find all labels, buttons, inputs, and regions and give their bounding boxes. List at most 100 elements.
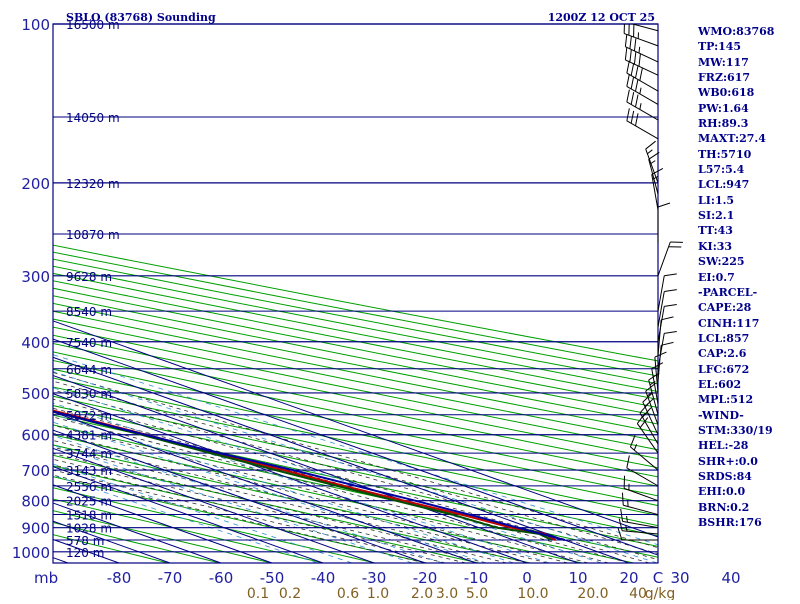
wind-barb	[655, 352, 667, 393]
height-label: 120 m	[66, 546, 104, 560]
stat-line: RH:89.3	[698, 116, 798, 131]
height-label: 7540 m	[66, 336, 112, 350]
dry-adiabat	[0, 24, 800, 563]
stat-line: PW:1.64	[698, 101, 798, 116]
wind-barb-feather	[634, 38, 635, 51]
wind-barb-feather	[658, 203, 670, 207]
wind-barb-feather	[635, 95, 638, 107]
stat-line: EHI:0.0	[698, 484, 798, 499]
stat-line: FRZ:617	[698, 70, 798, 85]
stat-line: KI:33	[698, 239, 798, 254]
wind-barb	[627, 90, 658, 120]
dry-adiabat	[0, 24, 800, 563]
pressure-tick-label: 100	[21, 16, 50, 34]
wind-barb-feather	[621, 509, 623, 522]
stat-line: WMO:83768	[698, 24, 798, 39]
stat-line: TT:43	[698, 223, 798, 238]
mixing-ratio-tick-label: 0.2	[279, 586, 301, 600]
wind-barb	[624, 476, 658, 501]
wind-barb-feather	[635, 79, 638, 91]
wind-barb-feather	[661, 317, 673, 320]
stat-line: CAPE:28	[698, 300, 798, 315]
wind-barb-feather	[634, 52, 635, 65]
temperature-tick-label: -20	[413, 569, 438, 587]
wind-barb-feather	[639, 54, 640, 67]
dry-adiabat	[0, 24, 323, 563]
wind-barb	[624, 21, 658, 46]
wind-barb-feather	[640, 68, 643, 80]
wind-barb-staff	[624, 34, 658, 46]
wind-barb	[658, 203, 670, 243]
temperature-tick-label: -10	[464, 569, 489, 587]
wind-barb-feather	[652, 363, 663, 369]
dry-adiabat	[0, 24, 800, 563]
sounding-time: 1200Z 12 OCT 25	[548, 11, 655, 24]
wind-barb	[637, 413, 658, 453]
dry-adiabat	[0, 24, 272, 563]
stat-line: SI:2.1	[698, 208, 798, 223]
mixing-ratio-tick-label: 0.1	[247, 586, 269, 600]
stat-line: L57:5.4	[698, 162, 798, 177]
height-label: 3744 m	[66, 447, 112, 461]
stat-line: TH:5710	[698, 147, 798, 162]
wind-barb-feather	[630, 49, 631, 62]
height-label: 2556 m	[66, 480, 112, 494]
moist-adiabat	[0, 183, 425, 563]
stat-line: MW:117	[698, 55, 798, 70]
stat-line: TP:145	[698, 39, 798, 54]
pressure-unit-label: mb	[34, 569, 58, 587]
height-label: 2025 m	[66, 495, 112, 509]
wind-barb-half-feather	[647, 150, 652, 154]
dry-adiabat	[0, 24, 800, 563]
dry-adiabat	[0, 24, 800, 563]
height-label: 8540 m	[66, 305, 112, 319]
wind-barb-half-feather	[639, 47, 640, 53]
isotherm	[0, 24, 323, 563]
stat-line: LCL:947	[698, 177, 798, 192]
wind-barb-feather	[619, 519, 622, 531]
height-label: 10870 m	[66, 228, 120, 242]
dry-adiabat	[0, 24, 800, 563]
stat-line: HEL:-28	[698, 438, 798, 453]
pressure-tick-label: 1000	[12, 544, 50, 562]
temperature-tick-label: -30	[362, 569, 387, 587]
wind-barb-feather	[625, 47, 626, 60]
pressure-tick-label: 600	[21, 427, 50, 445]
stat-line: EL:602	[698, 377, 798, 392]
stat-line: LCL:857	[698, 331, 798, 346]
temperature-tick-label: -70	[158, 569, 183, 587]
temperature-tick-label: 10	[568, 569, 587, 587]
isotherm	[0, 24, 374, 563]
wind-barb	[627, 108, 658, 138]
mixing-ratio-tick-label: 2.0	[411, 586, 433, 600]
stat-line: EI:0.7	[698, 270, 798, 285]
wind-barb	[652, 168, 663, 209]
dry-adiabat	[0, 24, 800, 563]
wind-barb-feather	[627, 108, 630, 120]
pressure-tick-label: 500	[21, 385, 50, 403]
station-title: SBLO (83768) Sounding	[66, 11, 216, 24]
height-label: 1518 m	[66, 509, 112, 523]
temperature-tick-label: -80	[107, 569, 132, 587]
dry-adiabat	[0, 24, 427, 563]
pressure-tick-label: 400	[21, 334, 50, 352]
wind-barb-feather	[664, 274, 677, 276]
wind-barb-feather	[664, 331, 677, 333]
height-label: 6644 m	[66, 363, 112, 377]
wind-barb-feather	[664, 304, 677, 306]
dry-adiabat	[0, 24, 800, 563]
dry-adiabat	[0, 24, 800, 563]
dry-adiabat	[0, 24, 800, 563]
wind-barb-feather	[627, 74, 630, 86]
wind-barb	[622, 493, 658, 515]
height-label: 9628 m	[66, 270, 112, 284]
wind-barb-feather	[630, 36, 631, 49]
pressure-tick-label: 800	[21, 493, 50, 511]
wind-barb-half-feather	[640, 88, 641, 94]
temperature-tick-label: C	[653, 569, 663, 587]
wind-barb	[658, 242, 683, 276]
stat-line: BSHR:176	[698, 515, 798, 530]
isotherm	[0, 24, 68, 563]
mixing-ratio-tick-label: 10.0	[517, 586, 548, 600]
